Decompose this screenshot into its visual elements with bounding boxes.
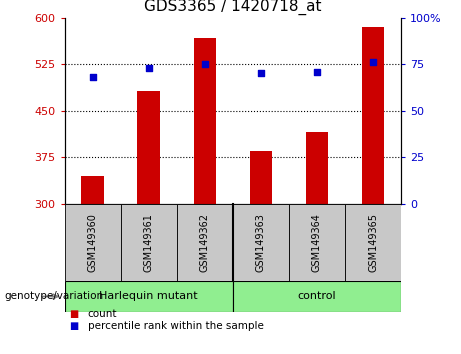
Bar (177, 204, 233, 281)
Point (145, 65, 152, 71)
Point (313, 69, 321, 74)
Bar (137, 91, 160, 204)
Title: GDS3365 / 1420718_at: GDS3365 / 1420718_at (144, 0, 322, 15)
Text: count: count (88, 309, 117, 319)
Bar (233, 281, 401, 312)
Text: GSM149360: GSM149360 (88, 213, 98, 272)
Bar (345, 204, 401, 281)
Bar (82, 176, 104, 204)
Text: control: control (298, 291, 336, 302)
Text: ■: ■ (69, 321, 78, 331)
Text: GSM149363: GSM149363 (256, 213, 266, 272)
Text: genotype/variation: genotype/variation (5, 291, 104, 302)
Text: GSM149364: GSM149364 (312, 213, 322, 272)
Bar (289, 204, 345, 281)
Text: ■: ■ (69, 309, 78, 319)
Text: Harlequin mutant: Harlequin mutant (100, 291, 198, 302)
Text: GSM149361: GSM149361 (144, 213, 154, 272)
Point (369, 59, 377, 65)
Bar (65, 281, 233, 312)
Bar (362, 27, 384, 204)
Text: percentile rank within the sample: percentile rank within the sample (88, 321, 264, 331)
Bar (306, 132, 328, 204)
Text: GSM149362: GSM149362 (200, 213, 210, 272)
Bar (250, 151, 272, 204)
Point (89, 74, 96, 80)
Point (257, 70, 265, 76)
Bar (65, 204, 121, 281)
Text: GSM149365: GSM149365 (368, 213, 378, 272)
Bar (121, 204, 177, 281)
Bar (233, 204, 289, 281)
Point (201, 61, 208, 67)
Bar (194, 38, 216, 204)
